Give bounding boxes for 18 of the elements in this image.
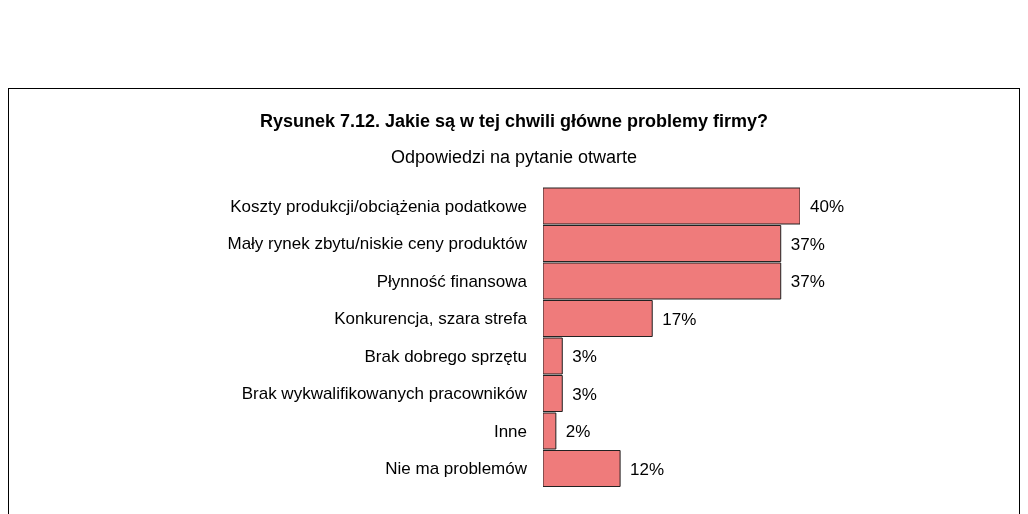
y-tick-label: Nie ma problemów bbox=[385, 459, 528, 479]
y-tick-label: Płynność finansowa bbox=[376, 271, 528, 291]
data-label: 12% bbox=[630, 459, 665, 479]
y-tick-label: Konkurencja, szara strefa bbox=[334, 309, 528, 329]
data-label: 17% bbox=[662, 309, 697, 329]
chart-title: Rysunek 7.12. Jakie są w tej chwili główne problemy firmy? bbox=[258, 111, 770, 133]
y-tick-label: Inne bbox=[493, 421, 527, 441]
chart-subtitle: Odpowiedzi na pytanie otwarte bbox=[389, 147, 639, 169]
data-label: 2% bbox=[565, 422, 591, 442]
y-tick-label: Koszty produkcji/obciążenia podatkowe bbox=[230, 196, 527, 216]
data-label: 3% bbox=[572, 347, 597, 367]
y-tick-label: Mały rynek zbytu/niskie ceny produktów bbox=[227, 234, 528, 254]
data-label: 37% bbox=[790, 234, 825, 254]
data-label: 40% bbox=[810, 197, 845, 217]
data-label: 37% bbox=[790, 272, 825, 292]
y-tick-label: Brak dobrego sprzętu bbox=[364, 346, 527, 366]
y-tick-label: Brak wykwalifikowanych pracowników bbox=[241, 384, 528, 404]
data-label: 3% bbox=[572, 384, 597, 404]
